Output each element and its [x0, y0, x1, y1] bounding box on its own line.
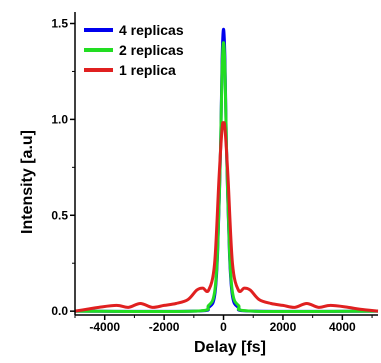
- x-tick-label: -2000: [149, 320, 180, 334]
- x-tick-label: 4000: [329, 320, 356, 334]
- x-axis-label: Delay [fs]: [194, 339, 266, 356]
- legend-label: 2 replicas: [119, 42, 184, 58]
- series-line-3: [74, 121, 379, 313]
- x-tick-label: -4000: [89, 320, 120, 334]
- series-line-2: [74, 41, 379, 314]
- legend-layer: 4 replicas 2 replicas 1 replica: [84, 22, 184, 78]
- x-tick-label: 0: [220, 320, 227, 334]
- legend-label: 1 replica: [119, 62, 176, 78]
- y-tick-label: 0.5: [51, 208, 68, 222]
- y-axis-label: Intensity [a.u]: [19, 130, 36, 234]
- x-tick-label: 2000: [270, 320, 297, 334]
- y-tick-label: 1.0: [51, 112, 68, 126]
- series-layer: [74, 27, 379, 314]
- series-line-1: [74, 27, 379, 313]
- y-tick-label: 1.5: [51, 17, 68, 31]
- legend-label: 4 replicas: [119, 22, 184, 38]
- y-tick-label: 0.0: [51, 304, 68, 318]
- axes-layer: -4000 -2000 0 2000 4000 0.0 0.5 1.0 1.5: [51, 12, 378, 334]
